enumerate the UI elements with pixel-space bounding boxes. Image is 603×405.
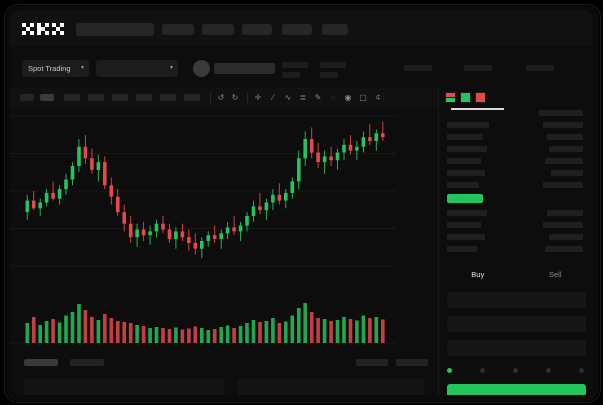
order-book-row[interactable] (447, 246, 477, 252)
order-book-row[interactable] (447, 134, 483, 140)
trade-tabs: Buy Sell (439, 264, 593, 286)
order-book-row[interactable] (543, 182, 583, 188)
active-tab-underline (451, 108, 504, 110)
slider-dot-3[interactable] (546, 368, 551, 373)
timeframe-button-7[interactable] (160, 94, 176, 101)
tab-assets[interactable] (396, 359, 428, 366)
magnet-icon[interactable]: ◌ (330, 93, 336, 102)
order-book-row[interactable] (447, 146, 487, 152)
order-book-row[interactable] (447, 210, 487, 216)
sidebar-item-nav-item-4[interactable] (282, 24, 312, 35)
sidebar-item-nav-item-2[interactable] (202, 24, 234, 35)
price-chart[interactable] (10, 108, 438, 353)
order-book-row[interactable] (547, 210, 583, 216)
slider-dot-1[interactable] (480, 368, 485, 373)
sidebar-item-nav-item-1[interactable] (162, 24, 194, 35)
toolbar-divider-2 (247, 93, 248, 103)
order-book-row[interactable] (547, 134, 583, 140)
trading-pair-select[interactable]: ▾ (96, 60, 178, 77)
timeframe-button-2[interactable] (40, 94, 54, 101)
order-book-row[interactable] (447, 234, 485, 240)
timeframe-button-4[interactable] (88, 94, 104, 101)
order-book-row[interactable] (549, 234, 583, 240)
order-book-row[interactable] (447, 158, 481, 164)
trading-mode-select[interactable]: Spot Trading ▾ (22, 60, 89, 77)
brush-icon[interactable]: ✎ (314, 93, 322, 102)
tab-orders[interactable] (24, 359, 58, 366)
order-book-row[interactable] (545, 246, 583, 252)
chevron-down-icon: ▾ (169, 65, 173, 71)
timeframe-button-6[interactable] (136, 94, 152, 101)
slider-dot-4[interactable] (579, 368, 584, 373)
market-stat-1 (282, 62, 308, 68)
order-book-row[interactable] (543, 122, 583, 128)
order-book-row[interactable] (549, 146, 583, 152)
order-book-row[interactable] (551, 170, 583, 176)
market-stat-3 (404, 65, 432, 71)
bottom-panel-right[interactable] (238, 378, 424, 395)
order-book-row[interactable] (447, 182, 479, 188)
bottom-panel-left[interactable] (24, 378, 224, 395)
price-field[interactable] (447, 316, 586, 332)
eye-icon[interactable]: ◉ (344, 93, 352, 102)
timeframe-button-1[interactable] (20, 94, 34, 101)
nav-search-box[interactable] (76, 23, 154, 36)
market-stat-2-sub (320, 72, 338, 78)
tab-positions[interactable] (70, 359, 104, 366)
orderbook-bids-icon[interactable] (460, 92, 471, 103)
slider-dot-2[interactable] (513, 368, 518, 373)
order-type-field[interactable] (447, 292, 586, 308)
order-book-row[interactable] (447, 122, 489, 128)
order-book-row[interactable] (447, 222, 481, 228)
wave-icon[interactable]: ∿ (284, 93, 292, 102)
trash-icon[interactable]: ⍧ (375, 93, 381, 102)
spread-indicator (447, 194, 483, 203)
timeframe-button-5[interactable] (112, 94, 128, 101)
market-stat-1-sub (282, 72, 300, 78)
order-book-row[interactable] (545, 158, 583, 164)
okx-logo-icon[interactable] (22, 22, 66, 36)
lock-icon[interactable]: ▢ (359, 93, 367, 102)
crosshair-icon[interactable]: ✛ (254, 93, 262, 102)
undo-icon[interactable]: ↺ (217, 93, 225, 102)
sidebar-item-nav-item-3[interactable] (242, 24, 272, 35)
timeframe-button-8[interactable] (184, 94, 200, 101)
orderbook-asks-icon[interactable] (475, 92, 486, 103)
chart-toolbar: ↺ ↻ ✛ ∕ ∿ ≣ ✎ ◌ ◉ ▢ ⍧ (10, 88, 438, 109)
tab-sell[interactable]: Sell (548, 270, 562, 279)
order-book-row[interactable] (543, 222, 583, 228)
trading-mode-value: Spot Trading (28, 64, 71, 73)
place-order-button[interactable] (447, 384, 586, 395)
chevron-down-icon: ▾ (80, 65, 84, 71)
amount-slider[interactable] (447, 366, 586, 376)
toolbar-divider-1 (210, 93, 211, 103)
chart-footer-tabs (10, 353, 438, 373)
order-book-row[interactable] (447, 170, 485, 176)
app-screen: Spot Trading ▾ ▾ ↺ ↻ ✛ (10, 10, 593, 395)
amount-field[interactable] (447, 340, 586, 356)
tab-buy[interactable]: Buy (471, 270, 485, 279)
slider-dot-0[interactable] (447, 368, 452, 373)
fib-icon[interactable]: ≣ (299, 93, 307, 102)
coin-avatar (193, 60, 210, 77)
order-book-view-toggle (445, 92, 486, 103)
market-stat-2 (320, 62, 346, 68)
market-stat-5 (526, 65, 554, 71)
tab-history[interactable] (356, 359, 388, 366)
order-book-panel: Buy Sell (438, 88, 593, 395)
market-stat-4 (464, 65, 492, 71)
top-navigation-bar (10, 10, 593, 46)
candlestick-canvas (10, 115, 396, 344)
trendline-icon[interactable]: ∕ (272, 93, 274, 102)
last-price-value (214, 63, 275, 74)
sidebar-item-nav-item-5[interactable] (322, 24, 348, 35)
order-book-header (539, 110, 583, 116)
redo-icon[interactable]: ↻ (231, 93, 239, 102)
timeframe-button-3[interactable] (64, 94, 80, 101)
orderbook-both-icon[interactable] (445, 92, 456, 103)
